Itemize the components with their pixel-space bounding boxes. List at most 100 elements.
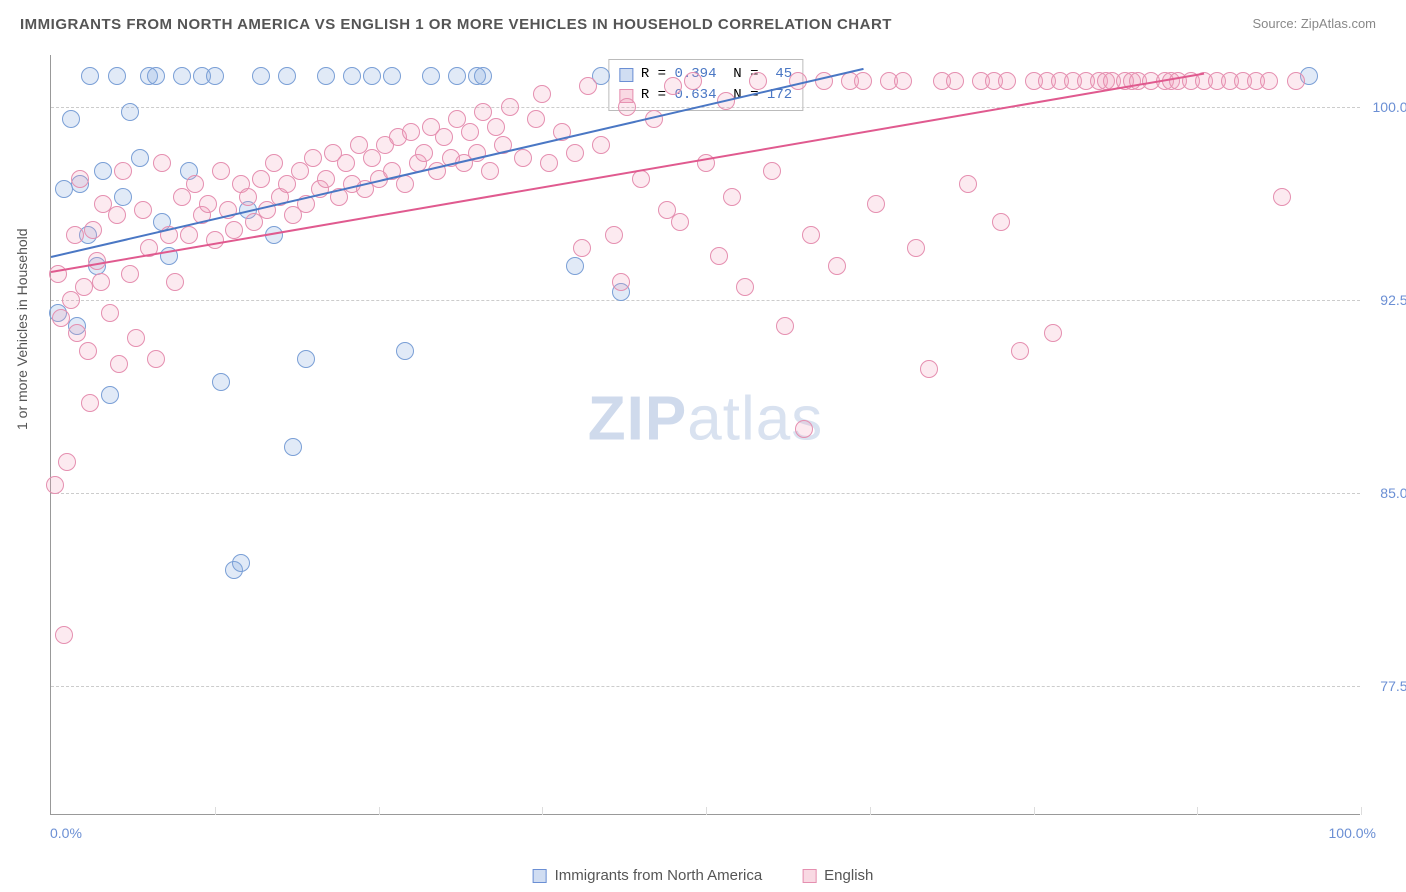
data-point-pink [108, 206, 126, 224]
data-point-pink [501, 98, 519, 116]
data-point-pink [265, 154, 283, 172]
data-point-blue [121, 103, 139, 121]
x-end-label: 100.0% [1329, 825, 1376, 841]
tick-v [1197, 807, 1198, 815]
data-point-blue [81, 67, 99, 85]
data-point-pink [121, 265, 139, 283]
data-point-pink [134, 201, 152, 219]
data-point-blue [566, 257, 584, 275]
swatch-blue-icon [619, 68, 633, 82]
data-point-pink [71, 170, 89, 188]
data-point-pink [592, 136, 610, 154]
data-point-pink [304, 149, 322, 167]
data-point-pink [55, 626, 73, 644]
data-point-pink [337, 154, 355, 172]
data-point-pink [946, 72, 964, 90]
data-point-blue [284, 438, 302, 456]
y-tick-label: 92.5% [1365, 292, 1406, 308]
data-point-blue [173, 67, 191, 85]
legend-item-pink: English [802, 867, 873, 884]
series-legend: Immigrants from North America English [533, 867, 874, 884]
data-point-pink [212, 162, 230, 180]
gridline-h [51, 300, 1360, 301]
data-point-blue [62, 110, 80, 128]
legend-row-pink: R = 0.634 N = 172 [619, 85, 792, 106]
chart-title: IMMIGRANTS FROM NORTH AMERICA VS ENGLISH… [20, 16, 892, 33]
data-point-pink [763, 162, 781, 180]
data-point-pink [481, 162, 499, 180]
data-point-pink [79, 342, 97, 360]
tick-v [706, 807, 707, 815]
data-point-blue [108, 67, 126, 85]
data-point-pink [605, 226, 623, 244]
data-point-pink [225, 221, 243, 239]
data-point-blue [206, 67, 224, 85]
data-point-pink [46, 476, 64, 494]
data-point-blue [474, 67, 492, 85]
data-point-pink [199, 195, 217, 213]
data-point-pink [867, 195, 885, 213]
data-point-pink [52, 309, 70, 327]
data-point-pink [147, 350, 165, 368]
data-point-pink [239, 188, 257, 206]
data-point-pink [110, 355, 128, 373]
legend-item-blue: Immigrants from North America [533, 867, 763, 884]
data-point-pink [166, 273, 184, 291]
data-point-pink [81, 394, 99, 412]
data-point-pink [153, 154, 171, 172]
data-point-pink [206, 231, 224, 249]
data-point-pink [723, 188, 741, 206]
data-point-blue [383, 67, 401, 85]
data-point-pink [664, 77, 682, 95]
tick-v [870, 807, 871, 815]
correlation-legend: R = 0.394 N = 45 R = 0.634 N = 172 [608, 59, 803, 111]
data-point-pink [1273, 188, 1291, 206]
y-axis-label: 1 or more Vehicles in Household [14, 228, 30, 430]
data-point-blue [114, 188, 132, 206]
data-point-blue [448, 67, 466, 85]
data-point-pink [612, 273, 630, 291]
data-point-pink [186, 175, 204, 193]
gridline-h [51, 493, 1360, 494]
data-point-blue [317, 67, 335, 85]
data-point-pink [68, 324, 86, 342]
data-point-pink [907, 239, 925, 257]
scatter-plot: ZIPatlas R = 0.394 N = 45 R = 0.634 N = … [50, 55, 1360, 815]
data-point-blue [252, 67, 270, 85]
tick-v [1361, 807, 1362, 815]
data-point-blue [101, 386, 119, 404]
data-point-blue [147, 67, 165, 85]
data-point-pink [540, 154, 558, 172]
data-point-pink [1011, 342, 1029, 360]
data-point-pink [854, 72, 872, 90]
data-point-blue [278, 67, 296, 85]
data-point-pink [959, 175, 977, 193]
data-point-pink [402, 123, 420, 141]
data-point-pink [828, 257, 846, 275]
data-point-pink [474, 103, 492, 121]
data-point-pink [573, 239, 591, 257]
data-point-pink [710, 247, 728, 265]
data-point-pink [435, 128, 453, 146]
gridline-h [51, 686, 1360, 687]
data-point-pink [66, 226, 84, 244]
y-tick-label: 100.0% [1365, 99, 1406, 115]
y-tick-label: 77.5% [1365, 678, 1406, 694]
legend-label: English [824, 867, 873, 884]
data-point-pink [415, 144, 433, 162]
data-point-pink [992, 213, 1010, 231]
data-point-pink [514, 149, 532, 167]
tick-v [542, 807, 543, 815]
data-point-blue [297, 350, 315, 368]
data-point-pink [802, 226, 820, 244]
data-point-pink [618, 98, 636, 116]
swatch-blue-icon [533, 869, 547, 883]
watermark: ZIPatlas [588, 384, 823, 455]
data-point-pink [736, 278, 754, 296]
data-point-pink [776, 317, 794, 335]
data-point-pink [795, 420, 813, 438]
data-point-pink [527, 110, 545, 128]
data-point-pink [1044, 324, 1062, 342]
tick-v [215, 807, 216, 815]
tick-v [1034, 807, 1035, 815]
